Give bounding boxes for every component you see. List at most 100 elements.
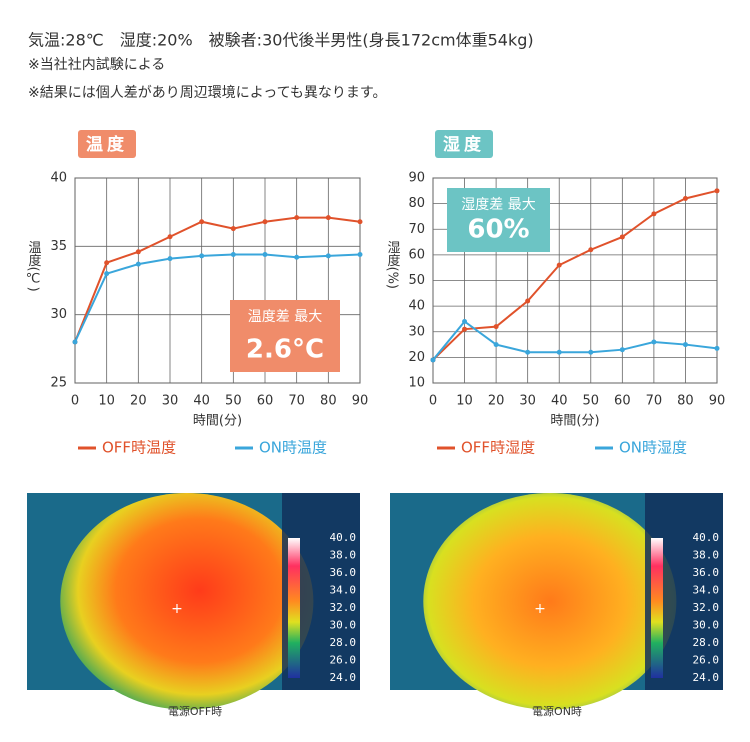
thermal-scale-bar xyxy=(651,538,663,678)
data-point xyxy=(462,326,468,332)
x-tick-label: 0 xyxy=(429,394,437,409)
series-line xyxy=(74,216,361,343)
crosshair: + xyxy=(171,601,183,617)
x-tick-label: 90 xyxy=(352,394,369,409)
x-tick-label: 30 xyxy=(519,394,536,409)
note: ※結果には個人差があり周辺環境によっても異なります。 xyxy=(28,85,387,101)
x-axis-label: 時間(分) xyxy=(193,414,242,429)
data-point xyxy=(619,347,625,353)
x-tick-label: 0 xyxy=(71,394,79,409)
thermal-caption: 電源OFF時 xyxy=(168,704,222,718)
data-point xyxy=(357,219,363,225)
legend-label: OFF時湿度 xyxy=(461,439,535,457)
x-tick-label: 50 xyxy=(583,394,600,409)
thermal-scale-label: 40.0 xyxy=(330,531,357,544)
thermal-scale-bar xyxy=(288,538,300,678)
x-tick-label: 70 xyxy=(646,394,663,409)
conditions: 気温:28℃ 湿度:20% 被験者:30代後半男性(身長172cm体重54kg) xyxy=(28,31,534,50)
thermal-scale-label: 24.0 xyxy=(693,671,720,684)
x-tick-label: 50 xyxy=(225,394,242,409)
x-tick-label: 30 xyxy=(162,394,179,409)
thermal-scale-label: 26.0 xyxy=(693,654,720,667)
data-point xyxy=(357,252,363,258)
data-point xyxy=(294,215,300,221)
thermal-scale-label: 34.0 xyxy=(693,584,720,597)
annotation-value: 60% xyxy=(467,215,529,245)
series-line xyxy=(432,320,718,361)
series-line xyxy=(432,189,718,361)
y-tick-label: 10 xyxy=(408,376,425,391)
y-tick-label: 30 xyxy=(408,324,425,339)
thermal-scale-label: 24.0 xyxy=(330,671,357,684)
x-tick-label: 40 xyxy=(551,394,568,409)
data-point xyxy=(72,339,78,345)
data-point xyxy=(493,342,499,348)
title-badge xyxy=(78,130,136,158)
y-tick-label: 20 xyxy=(408,350,425,365)
annotation-box xyxy=(447,188,550,252)
x-tick-label: 70 xyxy=(288,394,305,409)
legend-label: ON時温度 xyxy=(259,439,327,457)
x-axis-label: 時間(分) xyxy=(550,414,599,429)
data-point xyxy=(262,219,268,225)
data-point xyxy=(556,262,562,268)
data-point xyxy=(230,252,236,258)
data-point xyxy=(199,253,205,259)
data-point xyxy=(619,234,625,240)
data-point xyxy=(167,234,173,240)
y-tick-label: 80 xyxy=(408,196,425,211)
thermal-scale-label: 28.0 xyxy=(330,636,357,649)
series-line xyxy=(74,253,361,343)
data-point xyxy=(714,345,720,351)
annotation-value: 2.6°C xyxy=(246,335,324,365)
data-point xyxy=(588,247,594,253)
annotation-box xyxy=(230,300,340,372)
x-tick-label: 20 xyxy=(130,394,147,409)
y-tick-label: 30 xyxy=(50,307,67,322)
data-point xyxy=(714,188,720,194)
data-point xyxy=(430,357,436,363)
x-tick-label: 40 xyxy=(193,394,210,409)
thermal-scale-label: 38.0 xyxy=(693,549,720,562)
chart-title: 湿度 xyxy=(443,134,485,155)
legend-label: OFF時温度 xyxy=(102,439,176,457)
y-tick-label: 35 xyxy=(50,239,67,254)
x-tick-label: 10 xyxy=(456,394,473,409)
thermal-scale-label: 26.0 xyxy=(330,654,357,667)
data-point xyxy=(325,215,331,221)
data-point xyxy=(493,324,499,330)
x-tick-label: 10 xyxy=(98,394,115,409)
y-tick-label: 25 xyxy=(50,376,67,391)
data-point xyxy=(135,249,141,255)
data-point xyxy=(556,349,562,355)
legend-label: ON時湿度 xyxy=(619,439,687,457)
thermal-scale-label: 30.0 xyxy=(693,619,720,632)
x-tick-label: 80 xyxy=(320,394,337,409)
data-point xyxy=(325,253,331,259)
thermal-scale-label: 34.0 xyxy=(330,584,357,597)
y-axis-label: 湿度(%) xyxy=(385,241,401,290)
annotation-label: 湿度差 最大 xyxy=(461,197,535,213)
x-tick-label: 80 xyxy=(677,394,694,409)
thermal-scale-label: 32.0 xyxy=(330,601,357,614)
data-point xyxy=(135,261,141,267)
annotation-label: 温度差 最大 xyxy=(248,309,322,325)
y-tick-label: 50 xyxy=(408,273,425,288)
data-point xyxy=(651,211,657,217)
data-point xyxy=(588,349,594,355)
data-point xyxy=(104,271,110,277)
y-axis-label: 温度(℃) xyxy=(26,241,42,292)
x-tick-label: 60 xyxy=(614,394,631,409)
data-point xyxy=(462,319,468,324)
thermal-scale-label: 36.0 xyxy=(693,566,720,579)
thermal-body xyxy=(60,492,314,710)
y-tick-label: 40 xyxy=(408,299,425,314)
thermal-body xyxy=(423,492,677,710)
data-point xyxy=(104,260,110,266)
note: ※当社社内試験による xyxy=(28,57,165,73)
data-point xyxy=(682,342,688,348)
thermal-scale-label: 30.0 xyxy=(330,619,357,632)
data-point xyxy=(682,196,688,201)
chart-title: 温度 xyxy=(86,134,128,155)
y-tick-label: 90 xyxy=(408,171,425,186)
